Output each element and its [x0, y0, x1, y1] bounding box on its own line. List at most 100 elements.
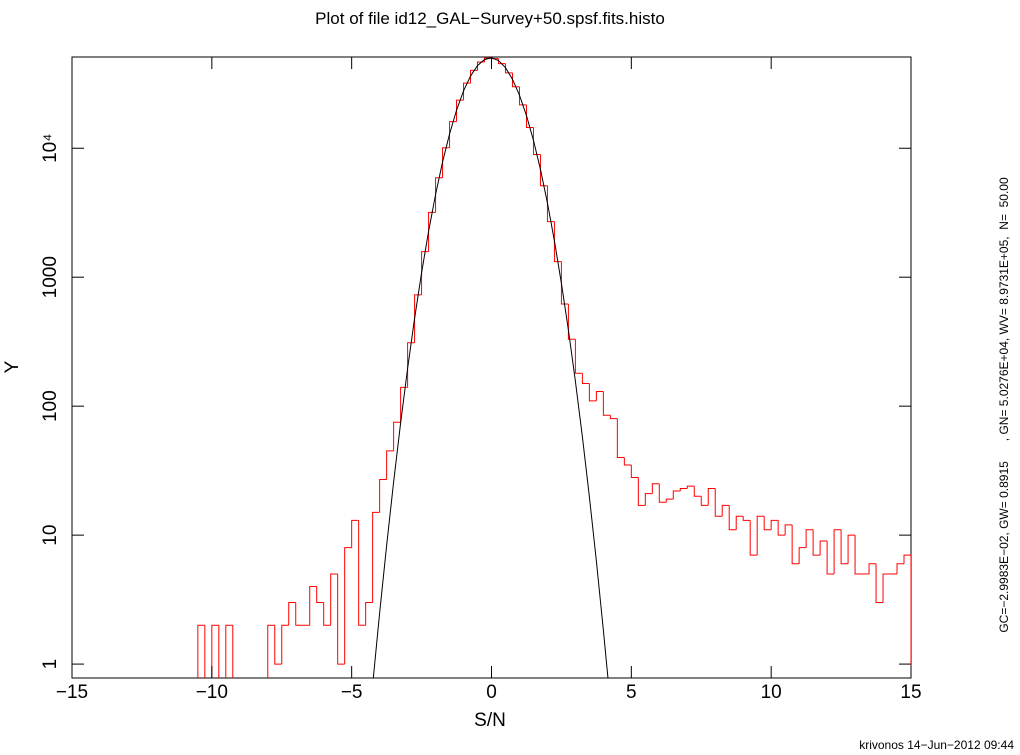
x-tick-label: 10	[761, 682, 782, 703]
histogram-bin	[777, 520, 786, 536]
histogram-bin	[567, 303, 576, 340]
histogram-bin	[539, 154, 548, 187]
histogram-bin	[414, 294, 422, 343]
histogram-bin	[225, 624, 233, 678]
histogram-bin	[728, 505, 737, 531]
histogram-bin	[553, 221, 562, 263]
histogram-bin	[651, 483, 660, 494]
histogram-bin	[337, 573, 345, 665]
histogram-bin	[903, 554, 911, 564]
histogram-bin	[672, 490, 681, 500]
y-axis-label: Y	[2, 360, 23, 373]
histogram-bin	[574, 339, 583, 374]
histogram-bin	[637, 477, 646, 506]
histogram-bin	[295, 602, 303, 626]
y-tick-label: 1000	[40, 256, 61, 298]
histogram-bin	[819, 540, 828, 556]
histogram-bin	[896, 563, 905, 574]
histogram-bin	[393, 421, 401, 451]
histogram-bin	[616, 418, 625, 458]
histogram-bin	[504, 63, 513, 74]
chart-title: Plot of file id12_GAL−Survey+50.spsf.fit…	[315, 9, 665, 28]
histogram-bin	[463, 82, 471, 101]
histogram-bin	[281, 624, 289, 665]
histogram-bin	[372, 511, 380, 603]
histogram-bin	[581, 373, 590, 384]
histogram-bin	[351, 519, 359, 548]
histogram-bin	[449, 121, 457, 148]
histogram-bin	[868, 563, 877, 574]
histogram-bin	[686, 485, 695, 489]
histogram-bin	[763, 516, 772, 531]
fit-parameters: GC=−2.9983E−02, GW= 0.8915 , GN= 5.0276E…	[997, 177, 1011, 633]
histogram-bin	[756, 515, 765, 556]
histogram-bin	[791, 524, 800, 565]
histogram-bin	[532, 127, 541, 155]
histogram-bin	[595, 390, 604, 401]
histogram-bin	[784, 524, 793, 536]
histogram-bin	[309, 585, 317, 626]
histogram-bin	[470, 69, 478, 84]
histogram-bin	[267, 624, 275, 678]
histogram-bin	[854, 535, 863, 575]
histogram-bin	[644, 493, 653, 506]
histogram-bin	[428, 211, 436, 252]
y-tick-label: 1	[40, 659, 61, 670]
histogram-bin	[477, 61, 485, 71]
plot-frame	[71, 56, 912, 679]
x-tick-label: −10	[196, 682, 228, 703]
histogram-bin	[630, 464, 639, 478]
histogram-bin	[511, 72, 520, 88]
histogram-bin	[211, 624, 219, 678]
footer-note: krivonos 14−Jun−2012 09:44	[859, 738, 1014, 752]
histogram-bin	[742, 516, 751, 521]
y-tick-label: 10⁴	[40, 134, 61, 163]
histogram-bin	[323, 602, 331, 626]
histogram-bin	[274, 625, 282, 665]
x-tick-label: −5	[341, 682, 363, 703]
histogram-bin	[204, 625, 206, 678]
histogram-bin	[833, 529, 842, 574]
histogram-bin	[344, 547, 352, 665]
histogram-bin	[714, 488, 723, 517]
histogram-bin	[693, 486, 702, 497]
histogram-bin	[770, 519, 779, 530]
histogram-bin	[379, 478, 387, 513]
histogram-bin	[316, 586, 324, 604]
histogram-bin	[882, 573, 891, 603]
histogram-bin	[560, 261, 569, 305]
x-tick-label: −15	[56, 682, 88, 703]
histogram-bin	[218, 625, 220, 678]
plot-area	[197, 57, 911, 678]
histogram-bin	[798, 547, 807, 564]
histogram-bin	[840, 529, 849, 565]
x-tick-label: 15	[900, 682, 921, 703]
histogram-bin	[386, 450, 394, 480]
histogram-bin	[442, 147, 450, 178]
x-tick-label: 0	[486, 682, 497, 703]
histogram-bin	[546, 185, 555, 223]
histogram-bin	[847, 534, 856, 564]
histogram-bin	[421, 251, 429, 295]
histogram-bin	[735, 515, 744, 530]
histogram-bin	[602, 391, 611, 416]
histogram-bin	[197, 624, 205, 678]
histogram-bin	[358, 520, 366, 626]
histogram-bin	[456, 99, 464, 122]
histogram-bin	[518, 86, 527, 106]
histogram-bin	[875, 563, 884, 604]
x-tick-label: 5	[626, 682, 637, 703]
y-tick-label: 10	[40, 525, 61, 546]
histogram-bin	[749, 520, 758, 556]
histogram-bin	[812, 529, 821, 556]
histogram-bin	[679, 487, 688, 491]
histogram-bin	[721, 504, 730, 517]
histogram-bin	[665, 498, 674, 503]
histogram-bin	[658, 483, 667, 503]
x-axis-label: S/N	[474, 710, 506, 731]
histogram-bin	[707, 487, 716, 506]
histogram-bin	[588, 383, 597, 402]
histogram-bin	[609, 415, 618, 420]
histogram-bin	[826, 541, 835, 575]
